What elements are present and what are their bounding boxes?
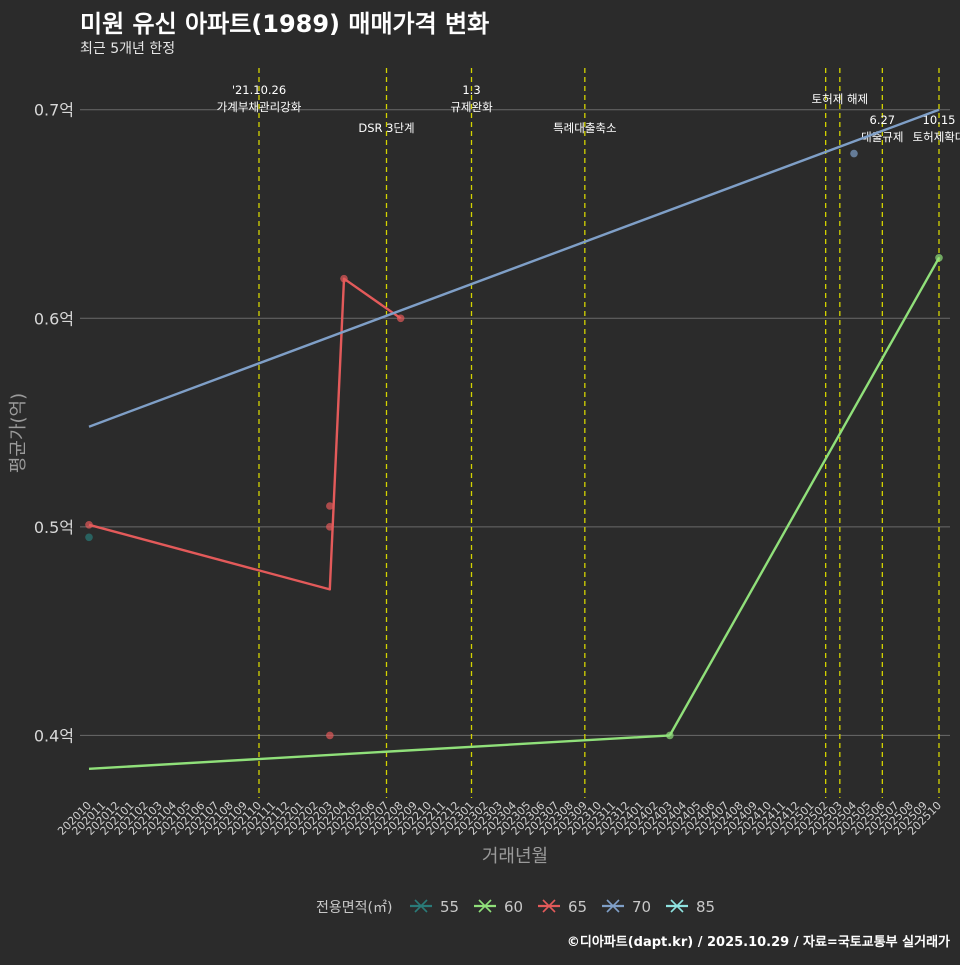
- legend-label-85: 85: [696, 898, 715, 916]
- data-point-55: [85, 533, 93, 542]
- y-tick-label: 0.7억: [34, 101, 74, 120]
- event-label: 1.3: [462, 83, 480, 97]
- event-label: 10.15: [923, 113, 956, 127]
- data-point-60: [935, 253, 943, 262]
- chart-title: 미원 유신 아파트(1989) 매매가격 변화: [80, 10, 490, 38]
- series-line-70: [88, 108, 940, 428]
- event-label: 토허제확대: [913, 130, 960, 144]
- event-label: 규제완화: [450, 100, 493, 114]
- legend-key-cross-55: [414, 899, 428, 913]
- y-tick-label: 0.6억: [34, 309, 74, 328]
- event-label: 6.27: [870, 113, 896, 127]
- legend-key-cross-70: [606, 899, 620, 913]
- y-axis-title: 평균가(억): [8, 393, 29, 473]
- legend-label-60: 60: [504, 898, 523, 916]
- y-tick-label: 0.5억: [34, 518, 74, 537]
- y-tick-label: 0.4억: [34, 726, 74, 745]
- series-line-60: [88, 734, 670, 770]
- series-line-65: [88, 277, 402, 591]
- legend-label-55: 55: [440, 898, 459, 916]
- legend-key-cross-85: [670, 899, 684, 913]
- event-label: '21.10.26: [232, 83, 286, 97]
- legend-key-cross-60: [478, 899, 492, 913]
- data-point-65: [326, 731, 334, 740]
- data-point-70: [850, 149, 858, 158]
- x-axis-title: 거래년월: [482, 846, 548, 867]
- source-caption: ©디아파트(dapt.kr) / 2025.10.29 / 자료=국토교통부 실…: [566, 935, 950, 950]
- data-point-65: [85, 520, 93, 529]
- legend-label-70: 70: [632, 898, 651, 916]
- chart-subtitle: 최근 5개년 한정: [80, 41, 176, 57]
- data-point-65: [326, 502, 334, 510]
- legend-title: 전용면적(㎡): [316, 900, 392, 916]
- event-label: 특례대출축소: [553, 121, 616, 135]
- event-label: 가계부채관리강화: [217, 100, 302, 114]
- event-label: DSR 3단계: [358, 121, 414, 135]
- legend-label-65: 65: [568, 898, 587, 916]
- data-point-60: [666, 731, 674, 740]
- data-point-65: [326, 523, 334, 531]
- legend-key-cross-65: [542, 899, 556, 913]
- data-point-65: [340, 274, 348, 283]
- data-point-65: [396, 314, 405, 323]
- series-line-60: [668, 257, 941, 736]
- event-label: 토허제 해제: [812, 92, 869, 106]
